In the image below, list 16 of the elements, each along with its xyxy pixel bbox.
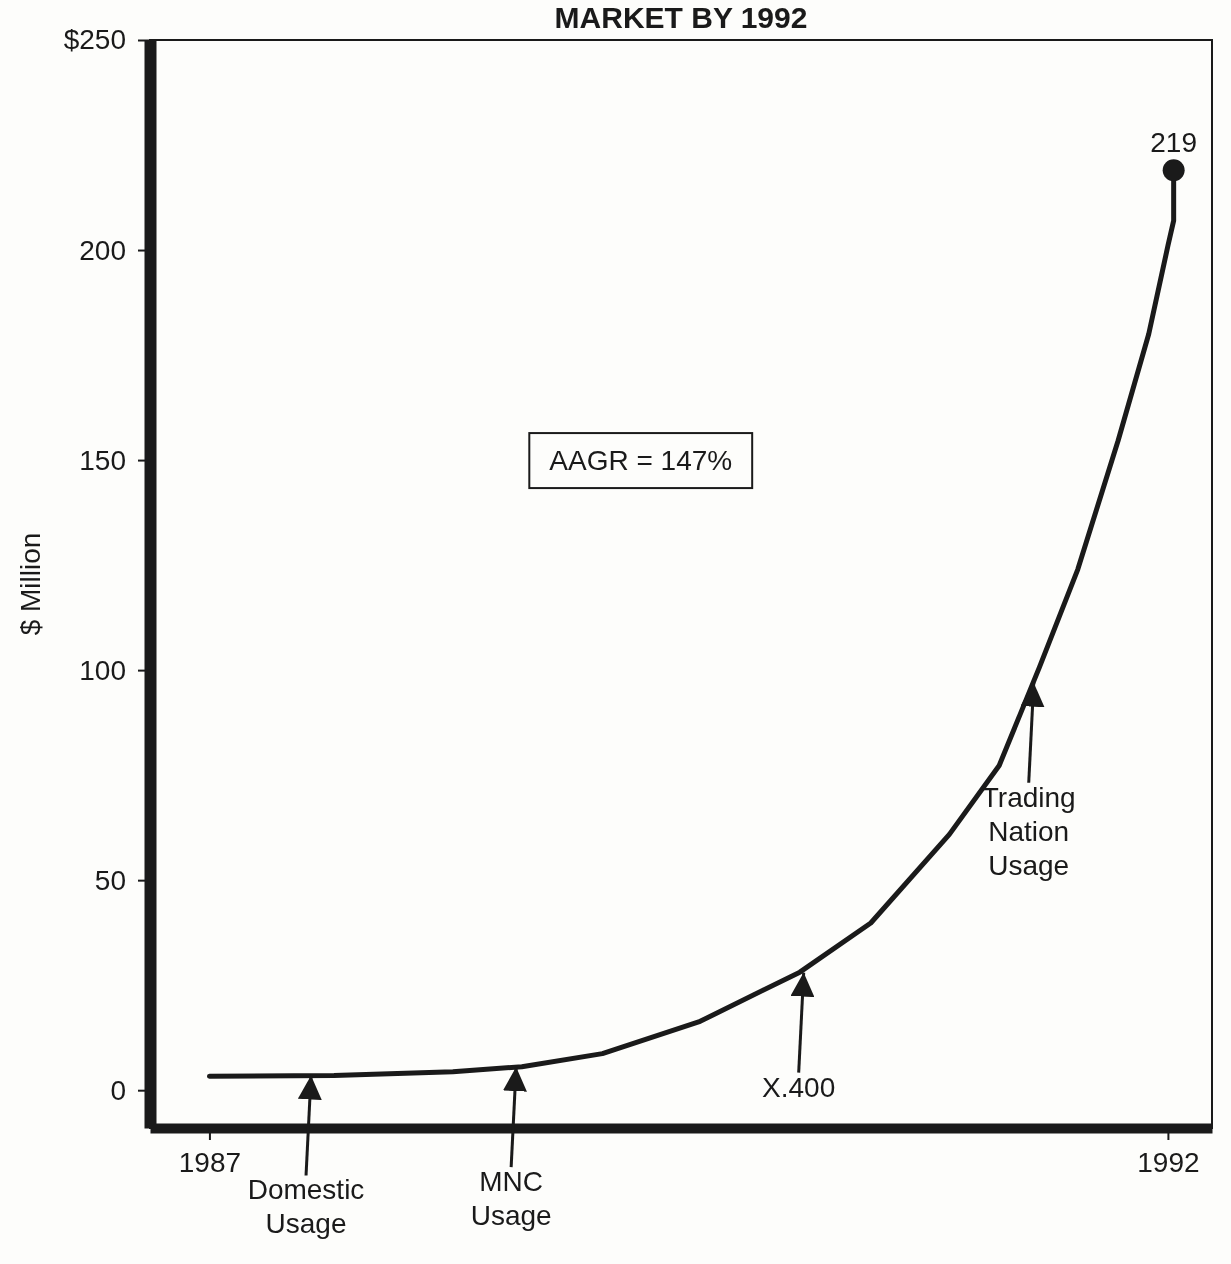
chart-title: MARKET BY 1992 [554, 1, 808, 34]
annotation: MNC Usage [470, 1166, 552, 1232]
data-label: 219 [1150, 127, 1198, 159]
y-axis-title: $ Million [15, 532, 46, 636]
y-tick-label: 150 [79, 444, 126, 476]
annotation: AAGR = 147% [549, 445, 733, 477]
y-tick-label: 100 [79, 654, 126, 686]
y-tick-label: $250 [63, 24, 126, 56]
annotation: X.400 [762, 1071, 836, 1103]
annotation: Trading Nation Usage [981, 781, 1076, 881]
x-tick-label: 1992 [1137, 1146, 1200, 1178]
y-tick-label: 200 [79, 234, 126, 266]
y-tick-label: 0 [110, 1074, 126, 1106]
annotation: Domestic Usage [247, 1174, 365, 1240]
y-tick-label: 50 [94, 864, 126, 896]
x-tick-label: 1987 [178, 1146, 242, 1178]
